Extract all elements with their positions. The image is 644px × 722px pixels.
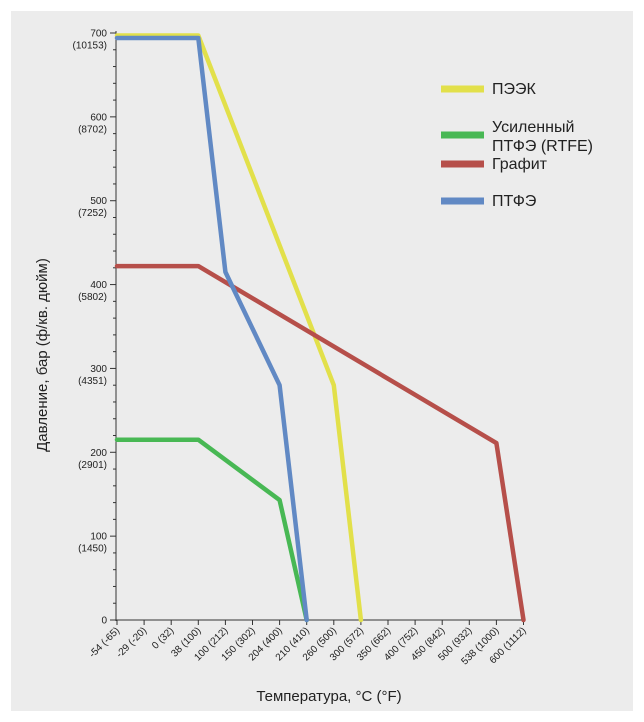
legend: ПЭЭК Усиленный ПТФЭ (RTFE)Графит ПТФЭ <box>441 81 593 210</box>
y-tick-label-bar: 0 <box>101 616 107 627</box>
y-tick-label-psi: (7252) <box>78 208 107 219</box>
legend-label: Графит <box>492 156 548 173</box>
series-line-птфэ <box>114 35 309 623</box>
y-tick-label-bar: 600 <box>90 112 107 123</box>
y-tick-label-bar: 700 <box>90 29 107 40</box>
series-line-графит <box>114 263 526 623</box>
y-tick-label-bar: 200 <box>90 448 107 459</box>
chart-figure: 0 100 (1450) 200 (2901) 300 (4351) 400 (5802) 500… <box>11 11 633 711</box>
pressure-temperature-chart: 0 100(1450) 200(2901) 300(4351) 400(5802) 500… <box>34 29 593 706</box>
y-tick-label-psi: (4351) <box>78 376 107 387</box>
y-tick-label-psi: (2901) <box>78 460 107 471</box>
series-line-усиленный-птфэ-rtfe- <box>114 437 309 623</box>
y-axis-title: Давление, бар (ф/кв. дюйм) <box>34 258 51 452</box>
legend-label: Усиленный <box>492 119 574 136</box>
series-layer <box>114 33 526 623</box>
series-line-пээк <box>114 33 364 623</box>
y-tick-label-bar: 400 <box>90 280 107 291</box>
y-tick-label-psi: (8702) <box>78 124 107 135</box>
x-axis-title: Температура, °C (°F) <box>256 688 401 705</box>
y-tick-label-psi: (10153) <box>73 41 107 52</box>
legend-label: ПЭЭК <box>492 81 537 98</box>
y-tick-label-bar: 300 <box>90 364 107 375</box>
y-tick-label-bar: 100 <box>90 532 107 543</box>
y-tick-label-psi: (1450) <box>78 544 107 555</box>
y-tick-label-bar: 500 <box>90 196 107 207</box>
legend-label: ПТФЭ <box>492 193 536 210</box>
y-tick-label-psi: (5802) <box>78 292 107 303</box>
legend-label: ПТФЭ (RTFE) <box>492 138 593 155</box>
